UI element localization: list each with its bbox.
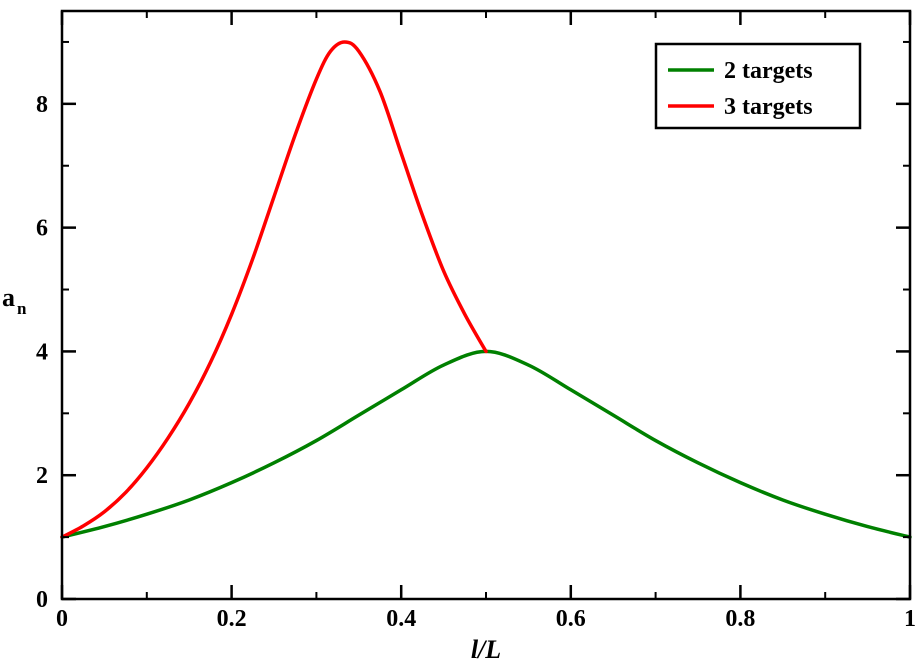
- legend: 2 targets 3 targets: [654, 42, 862, 130]
- y-tick-label: 8: [36, 92, 48, 118]
- x-tick-label: 0.6: [556, 606, 586, 632]
- x-tick-label: 0.2: [217, 606, 247, 632]
- x-tick-label: 0: [56, 606, 68, 632]
- legend-label-3-targets: 3 targets: [724, 94, 813, 120]
- y-tick-label: 6: [36, 216, 48, 242]
- y-axis-label-main: a: [2, 283, 15, 312]
- series-layer: [60, 40, 912, 539]
- y-tick-label: 2: [36, 463, 48, 489]
- y-axis-label: a n: [2, 283, 27, 318]
- series-line-3-targets: [60, 40, 488, 539]
- ticks-layer: [60, 11, 912, 601]
- x-axis-label: l/L: [471, 635, 501, 663]
- y-tick-label: 4: [36, 339, 48, 365]
- tick-labels: 0 0.2 0.4 0.6 0.8 1 0 2 4 6 8: [36, 92, 916, 632]
- x-tick-label: 0.8: [725, 606, 755, 632]
- x-tick-label: 1: [904, 606, 916, 632]
- y-axis-label-subscript: n: [17, 299, 27, 318]
- legend-label-2-targets: 2 targets: [724, 58, 813, 84]
- y-tick-label: 0: [36, 587, 48, 613]
- legend-box: [654, 42, 862, 130]
- x-tick-label: 0.4: [386, 606, 416, 632]
- series-line-2-targets: [60, 349, 912, 539]
